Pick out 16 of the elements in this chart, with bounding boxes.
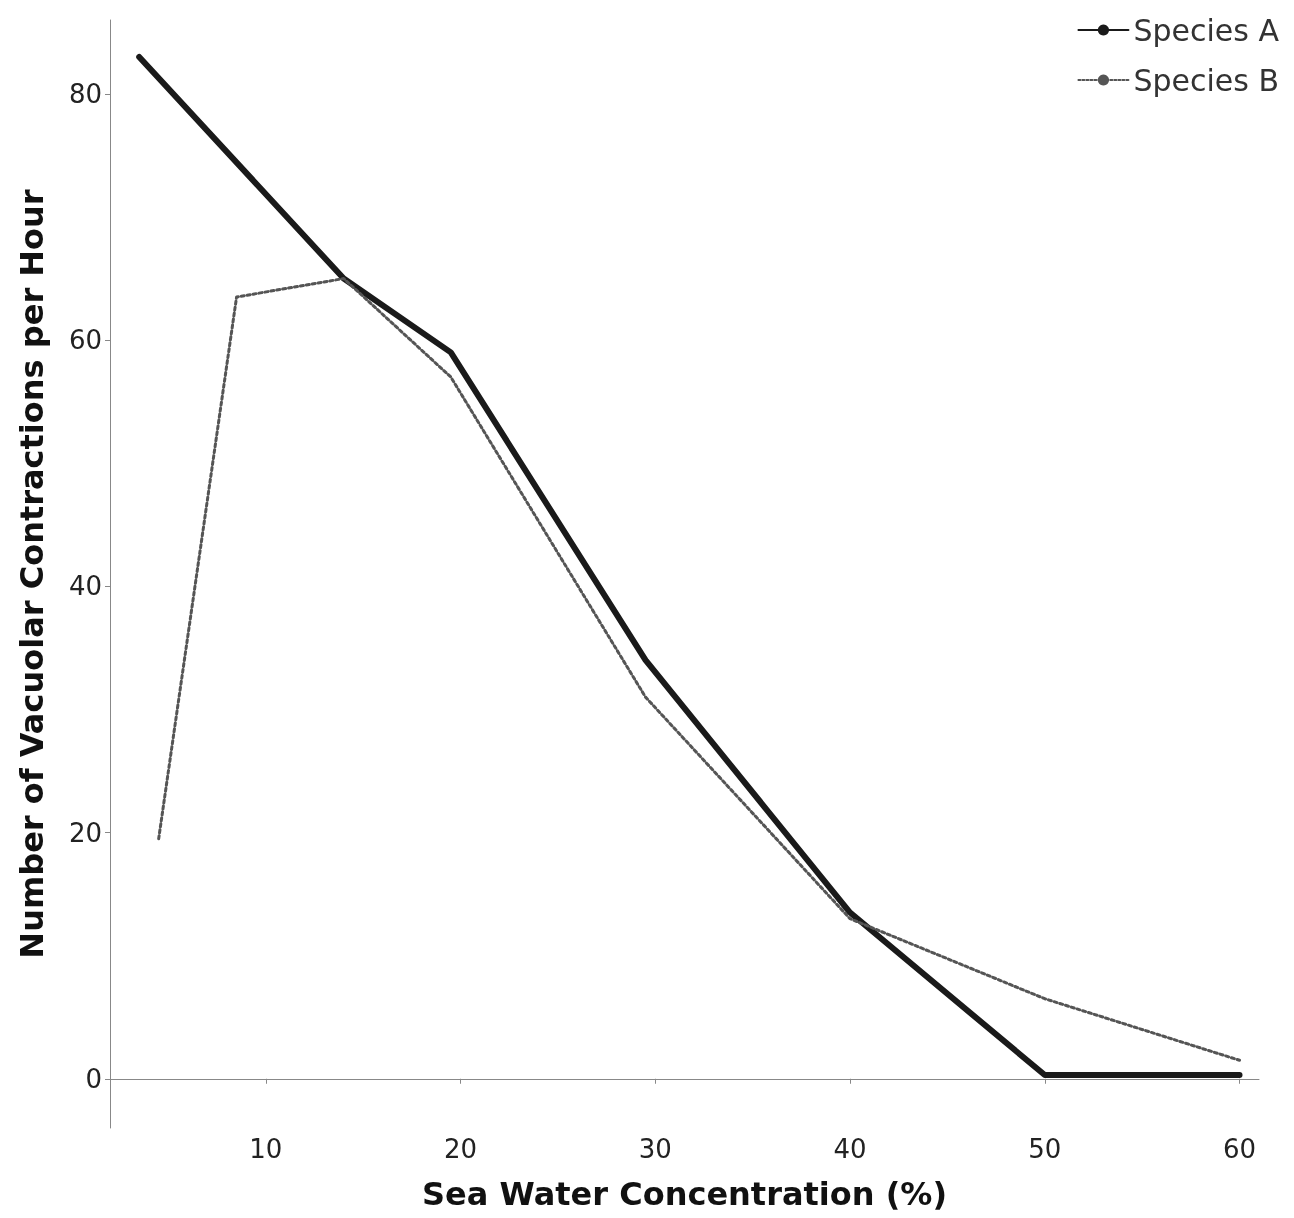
y-tick-label: 0: [85, 1063, 102, 1094]
y-tick-label: 80: [68, 78, 102, 109]
y-axis-title: Number of Vacuolar Contractions per Hour: [13, 189, 51, 959]
x-tick-label: 40: [833, 1134, 867, 1164]
legend-label: Species A: [1133, 12, 1280, 48]
legend-label: Species B: [1133, 62, 1279, 98]
line-series: [157, 277, 1242, 1062]
x-tick-label: 30: [638, 1134, 672, 1164]
x-tick-label: 20: [444, 1134, 478, 1164]
x-tick-label: 10: [249, 1134, 283, 1164]
x-tick-label: 50: [1028, 1134, 1062, 1164]
y-tick-label: 40: [68, 571, 102, 602]
x-tick-label: 60: [1222, 1134, 1257, 1164]
x-axis-title: Sea Water Concentration (%): [421, 1175, 948, 1213]
y-tick-label: 60: [68, 325, 102, 356]
y-tick-label: 20: [68, 817, 102, 848]
